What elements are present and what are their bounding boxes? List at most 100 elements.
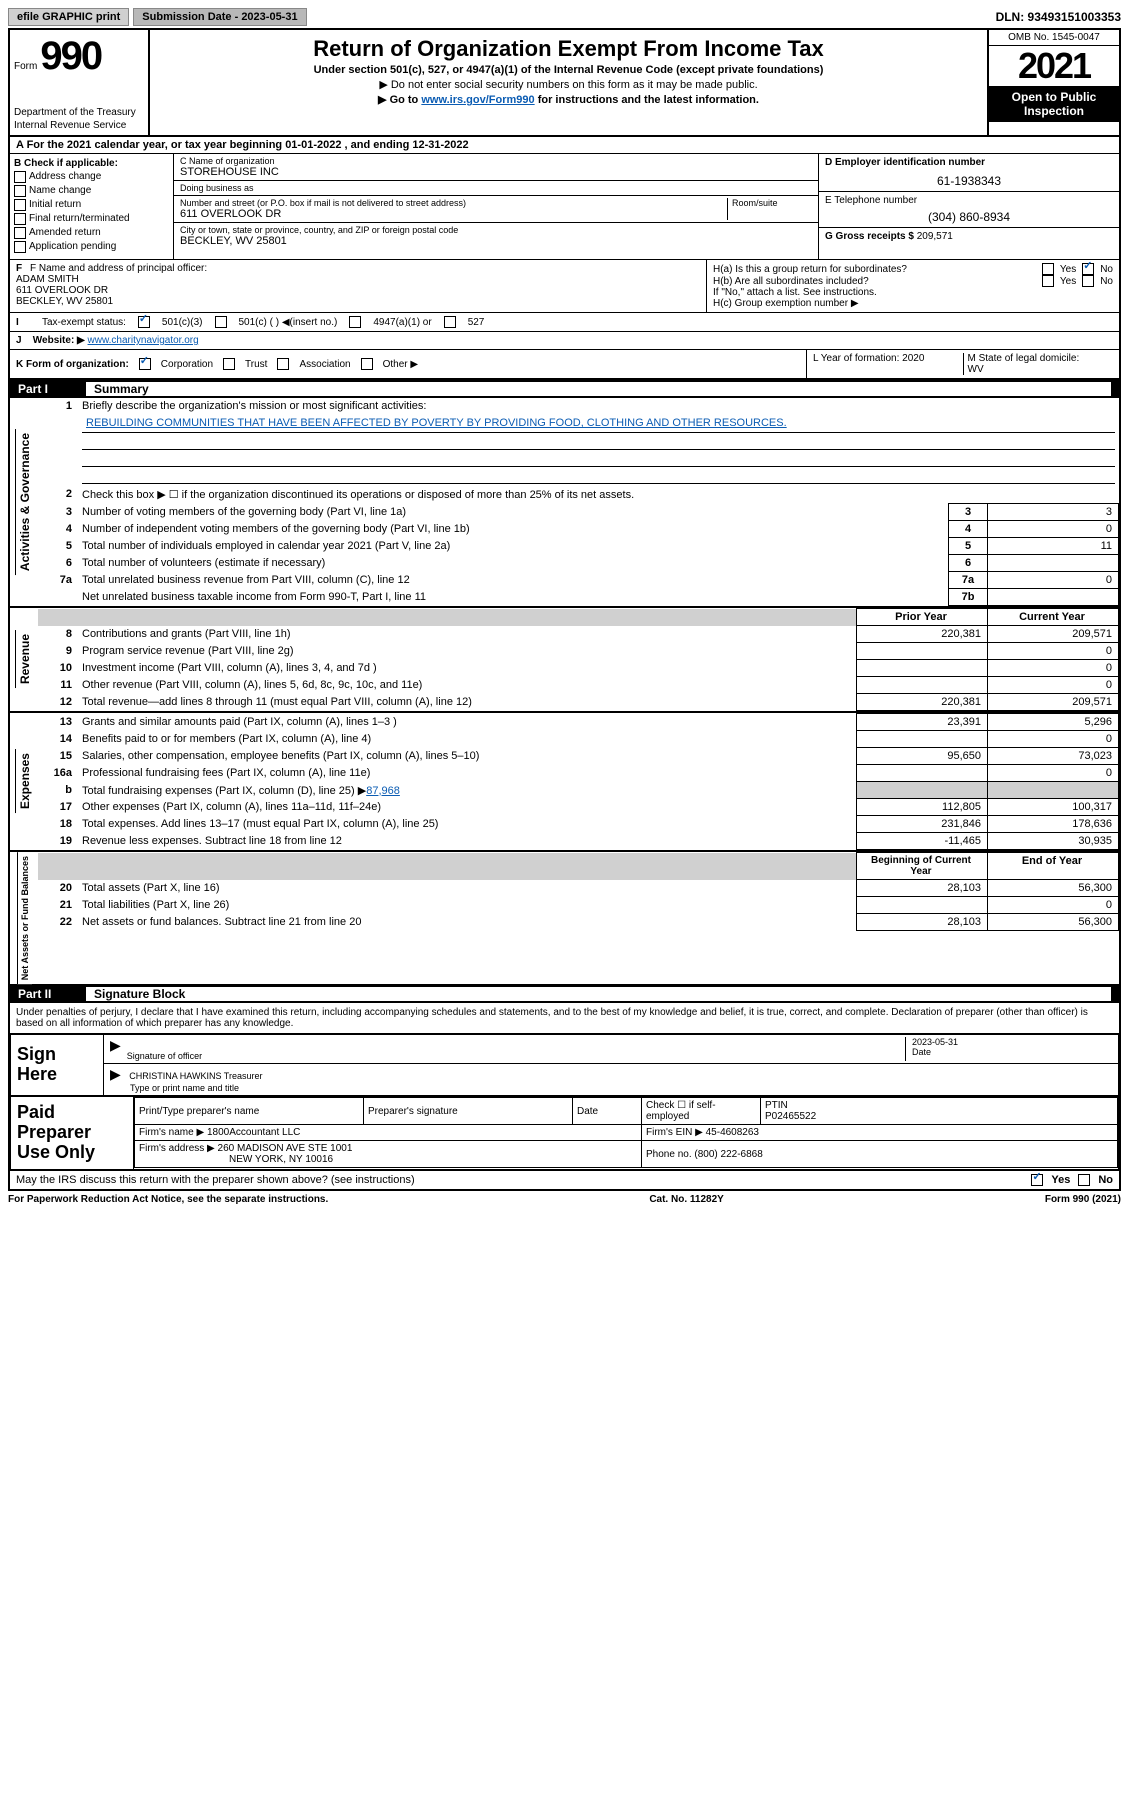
- omb-number: OMB No. 1545-0047: [989, 30, 1119, 46]
- l20: Total assets (Part X, line 16): [78, 880, 857, 897]
- l11: Other revenue (Part VIII, column (A), li…: [78, 677, 857, 694]
- l-value: 2020: [902, 353, 924, 364]
- l17: Other expenses (Part IX, column (A), lin…: [78, 799, 857, 816]
- officer-addr2: BECKLEY, WV 25801: [16, 296, 700, 307]
- firm-addr1: 260 MADISON AVE STE 1001: [218, 1143, 353, 1154]
- chk-corp[interactable]: [139, 358, 151, 370]
- checkbox-amended[interactable]: [14, 227, 26, 239]
- ein-value: 61-1938343: [825, 168, 1113, 188]
- c14: 0: [988, 731, 1119, 748]
- preparer-table: Print/Type preparer's name Preparer's si…: [134, 1097, 1118, 1168]
- entity-block: B Check if applicable: Address change Na…: [10, 154, 1119, 260]
- p17: 112,805: [857, 799, 988, 816]
- dln-label: DLN: 93493151003353: [996, 10, 1121, 24]
- p11: [857, 677, 988, 694]
- lbl-amended: Amended return: [29, 227, 101, 238]
- b20: 28,103: [857, 880, 988, 897]
- checkbox-final[interactable]: [14, 213, 26, 225]
- hc-label: H(c) Group exemption number ▶: [713, 298, 1113, 309]
- lbl-501c: 501(c) ( ) ◀(insert no.): [239, 317, 338, 328]
- col-current: Current Year: [988, 609, 1119, 626]
- c17: 100,317: [988, 799, 1119, 816]
- tax-year: 2021: [989, 46, 1119, 86]
- chk-trust[interactable]: [223, 358, 235, 370]
- j-label: Website: ▶: [33, 335, 85, 346]
- efile-print-button[interactable]: efile GRAPHIC print: [8, 8, 129, 26]
- arrow-icon: ▶: [110, 1037, 121, 1061]
- chk-other[interactable]: [361, 358, 373, 370]
- checkbox-application[interactable]: [14, 241, 26, 253]
- hb-yes[interactable]: [1042, 275, 1054, 287]
- hb-no[interactable]: [1082, 275, 1094, 287]
- discuss-no[interactable]: [1078, 1174, 1090, 1186]
- firm-phone: (800) 222-6868: [694, 1149, 762, 1160]
- discuss-yes[interactable]: [1031, 1174, 1043, 1186]
- c11: 0: [988, 677, 1119, 694]
- prep-sig-label: Preparer's signature: [364, 1098, 573, 1125]
- c10: 0: [988, 660, 1119, 677]
- form-990-page: Form 990 Department of the Treasury Inte…: [8, 28, 1121, 1191]
- chk-501c3[interactable]: [138, 316, 150, 328]
- box-c: C Name of organization STOREHOUSE INC Do…: [174, 154, 818, 259]
- gross-label: G Gross receipts $: [825, 231, 914, 242]
- inspect-1: Open to Public: [991, 90, 1117, 104]
- room-label: Room/suite: [732, 198, 812, 208]
- checkbox-name-change[interactable]: [14, 185, 26, 197]
- v5: 11: [988, 538, 1119, 555]
- p19: -11,465: [857, 833, 988, 850]
- ha-no[interactable]: [1082, 263, 1094, 275]
- sign-here-block: Sign Here ▶ Signature of officer 2023-05…: [10, 1033, 1119, 1096]
- addr-value: 611 OVERLOOK DR: [180, 208, 727, 220]
- chk-501c[interactable]: [215, 316, 227, 328]
- l15: Salaries, other compensation, employee b…: [78, 748, 857, 765]
- firm-ein-label: Firm's EIN ▶: [646, 1127, 703, 1138]
- paid-preparer-label: Paid Preparer Use Only: [11, 1097, 134, 1168]
- form-number-block: Form 990 Department of the Treasury Inte…: [10, 30, 150, 135]
- l10: Investment income (Part VIII, column (A)…: [78, 660, 857, 677]
- activities-table: 1Briefly describe the organization's mis…: [38, 398, 1119, 606]
- firm-name: 1800Accountant LLC: [207, 1127, 300, 1138]
- l7b-text: Net unrelated business taxable income fr…: [78, 589, 949, 606]
- m-label: M State of legal domicile:: [968, 353, 1080, 364]
- form-title: Return of Organization Exempt From Incom…: [158, 36, 979, 62]
- p12: 220,381: [857, 694, 988, 711]
- form-title-block: Return of Organization Exempt From Incom…: [150, 30, 987, 135]
- page-footer: For Paperwork Reduction Act Notice, see …: [8, 1191, 1121, 1208]
- paid-preparer-block: Paid Preparer Use Only Print/Type prepar…: [10, 1096, 1119, 1169]
- checkbox-address-change[interactable]: [14, 171, 26, 183]
- arrow-icon-2: ▶: [110, 1066, 121, 1082]
- footer-right: Form 990 (2021): [1045, 1194, 1121, 1205]
- b21: [857, 897, 988, 914]
- e22: 56,300: [988, 914, 1119, 931]
- website-value[interactable]: www.charitynavigator.org: [88, 335, 199, 346]
- addr-label: Number and street (or P.O. box if mail i…: [180, 198, 727, 208]
- officer-sig-label: Signature of officer: [127, 1051, 905, 1061]
- l3-text: Number of voting members of the governin…: [78, 504, 949, 521]
- lbl-trust: Trust: [245, 359, 267, 370]
- chk-4947[interactable]: [349, 316, 361, 328]
- form-number: 990: [40, 34, 101, 78]
- ha-yes[interactable]: [1042, 263, 1054, 275]
- l1-label: Briefly describe the organization's miss…: [82, 400, 426, 412]
- chk-527[interactable]: [444, 316, 456, 328]
- box-f: FF Name and address of principal officer…: [10, 260, 706, 312]
- section-revenue: Revenue Prior YearCurrent Year 8Contribu…: [10, 608, 1119, 713]
- l-label: L Year of formation:: [813, 353, 899, 364]
- irs-label: Internal Revenue Service: [14, 120, 144, 131]
- p14: [857, 731, 988, 748]
- p9: [857, 643, 988, 660]
- m-value: WV: [968, 364, 1114, 375]
- i-label: Tax-exempt status:: [42, 317, 126, 328]
- form-subtitle: Under section 501(c), 527, or 4947(a)(1)…: [158, 64, 979, 76]
- c15: 73,023: [988, 748, 1119, 765]
- checkbox-initial[interactable]: [14, 199, 26, 211]
- l2-text: Check this box ▶ ☐ if the organization d…: [78, 486, 1119, 504]
- lbl-other: Other ▶: [383, 359, 418, 370]
- self-emp-label: Check ☐ if self-employed: [642, 1098, 761, 1125]
- irs-link[interactable]: www.irs.gov/Form990: [421, 94, 534, 106]
- l16b-val: 87,968: [366, 785, 400, 797]
- p16a: [857, 765, 988, 782]
- vlabel-revenue: Revenue: [15, 630, 34, 688]
- v6: [988, 555, 1119, 572]
- chk-assoc[interactable]: [277, 358, 289, 370]
